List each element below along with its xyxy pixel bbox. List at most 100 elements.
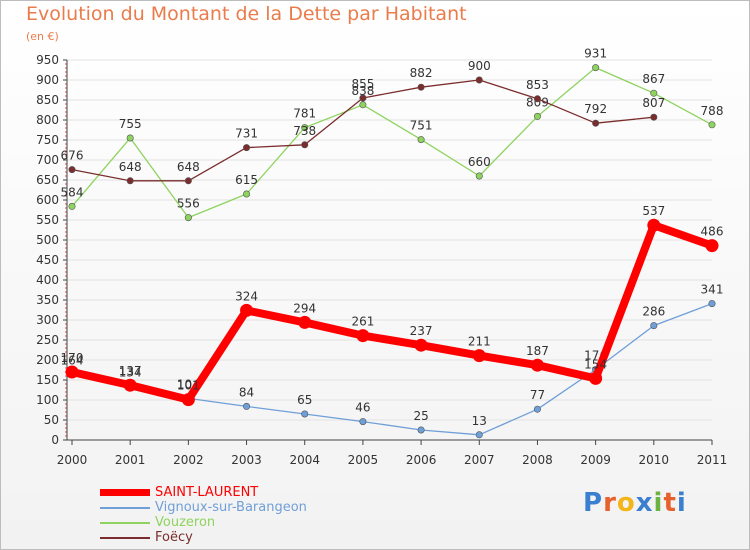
y-tick-label: 800 <box>36 113 59 127</box>
y-tick-label: 700 <box>36 153 59 167</box>
x-tick-label: 2000 <box>57 453 88 467</box>
y-tick-label: 950 <box>36 53 59 67</box>
y-tick-label: 50 <box>44 413 59 427</box>
chart-title: Evolution du Montant de la Dette par Hab… <box>26 3 467 25</box>
data-point <box>68 202 76 210</box>
data-label: 788 <box>701 104 724 118</box>
y-tick-label: 450 <box>36 253 59 267</box>
data-label: 154 <box>584 357 607 371</box>
legend-label-foecy: Foëcy <box>155 530 193 545</box>
y-tick-label: 0 <box>51 433 59 447</box>
x-tick-label: 2002 <box>173 453 204 467</box>
data-label: 134 <box>119 365 142 379</box>
data-label: 867 <box>642 72 665 86</box>
data-label: 211 <box>468 335 491 349</box>
data-label: 537 <box>642 204 665 218</box>
data-label: 648 <box>119 160 142 174</box>
data-point <box>243 144 251 152</box>
data-point <box>592 119 600 127</box>
data-label: 170 <box>61 351 84 365</box>
y-tick-label: 500 <box>36 233 59 247</box>
y-tick-label: 200 <box>36 353 59 367</box>
legend-label-saint-laurent: SAINT-LAURENT <box>155 485 259 500</box>
data-point <box>533 112 541 120</box>
data-point <box>530 358 544 372</box>
logo-letter: P <box>583 488 604 518</box>
data-label: 584 <box>61 185 84 199</box>
data-point <box>184 177 192 185</box>
data-point <box>359 101 367 109</box>
data-label: 237 <box>410 324 433 338</box>
legend-swatch-vouzeron <box>100 522 150 524</box>
data-point <box>650 322 658 330</box>
y-tick-label: 900 <box>36 73 59 87</box>
y-tick-label: 600 <box>36 193 59 207</box>
y-tick-label: 300 <box>36 313 59 327</box>
data-point <box>592 64 600 72</box>
data-point <box>708 300 716 308</box>
data-label: 341 <box>701 283 724 297</box>
data-label: 755 <box>119 117 142 131</box>
data-label: 286 <box>642 305 665 319</box>
data-point <box>417 83 425 91</box>
x-tick-label: 2010 <box>639 453 670 467</box>
data-point <box>68 166 76 174</box>
data-point <box>181 393 195 407</box>
data-point <box>647 218 661 232</box>
legend-label-vouzeron: Vouzeron <box>155 515 216 530</box>
data-point <box>475 172 483 180</box>
data-label: 809 <box>526 95 549 109</box>
y-tick-label: 400 <box>36 273 59 287</box>
data-label: 77 <box>530 388 545 402</box>
data-point <box>359 418 367 426</box>
data-label: 84 <box>239 385 254 399</box>
data-label: 556 <box>177 197 200 211</box>
data-point <box>472 349 486 363</box>
data-label: 676 <box>61 149 84 163</box>
data-label: 855 <box>351 77 374 91</box>
logo-letter: t <box>663 488 677 518</box>
data-label: 187 <box>526 344 549 358</box>
x-tick-label: 2009 <box>580 453 611 467</box>
x-tick-label: 2006 <box>406 453 437 467</box>
y-tick-label: 350 <box>36 293 59 307</box>
y-tick-label: 250 <box>36 333 59 347</box>
logo-letter: i <box>676 488 687 518</box>
y-tick-label: 150 <box>36 373 59 387</box>
data-label: 25 <box>413 409 428 423</box>
data-point <box>705 239 719 253</box>
legend-swatch-vignoux <box>100 507 150 509</box>
data-label: 792 <box>584 102 607 116</box>
y-tick-label: 850 <box>36 93 59 107</box>
x-tick-label: 2003 <box>231 453 262 467</box>
legend-swatch-saint-laurent <box>100 489 150 496</box>
y-tick-label: 100 <box>36 393 59 407</box>
series-line-2 <box>71 66 713 219</box>
data-point <box>650 113 658 121</box>
data-point <box>417 426 425 434</box>
data-label: 615 <box>235 173 258 187</box>
data-label: 261 <box>351 315 374 329</box>
legend-swatch-foecy <box>100 537 150 539</box>
data-label: 101 <box>177 379 200 393</box>
logo-letter: i <box>653 488 664 518</box>
data-label: 931 <box>584 47 607 61</box>
y-tick-label: 750 <box>36 133 59 147</box>
data-point <box>533 95 541 103</box>
x-tick-label: 2005 <box>348 453 379 467</box>
x-tick-label: 2001 <box>115 453 146 467</box>
data-point <box>298 315 312 329</box>
data-label: 900 <box>468 59 491 73</box>
y-tick-label: 550 <box>36 213 59 227</box>
data-label: 731 <box>235 127 258 141</box>
data-point <box>123 378 137 392</box>
data-point <box>243 402 251 410</box>
data-point <box>126 177 134 185</box>
y-tick-label: 650 <box>36 173 59 187</box>
data-point <box>533 405 541 413</box>
data-point <box>650 89 658 97</box>
series-line-0 <box>68 221 716 404</box>
data-label: 751 <box>410 119 433 133</box>
data-point <box>359 94 367 102</box>
